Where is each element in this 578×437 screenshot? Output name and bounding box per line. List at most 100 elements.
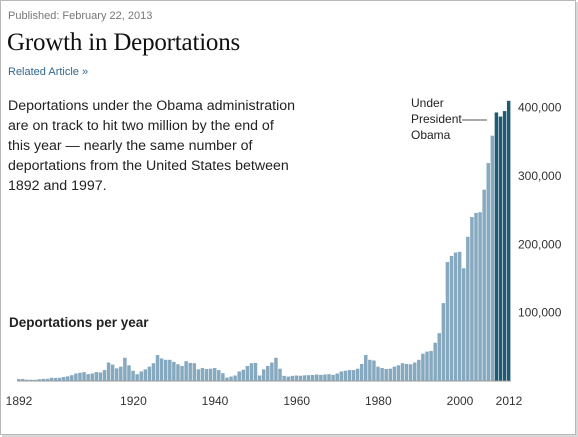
bar-1908 [82, 372, 86, 381]
bar-1982 [384, 369, 388, 381]
bar-1972 [343, 370, 348, 381]
bar-1920 [131, 370, 135, 381]
bar-1970 [335, 373, 339, 381]
bar-1922 [139, 371, 143, 381]
bar-1945 [233, 375, 237, 381]
bar-1973 [347, 370, 352, 381]
bar-2006 [482, 189, 486, 381]
bar-1978 [368, 359, 372, 381]
y-tick-label: 100,000 [518, 306, 562, 320]
bar-1959 [290, 375, 295, 382]
bar-1941 [217, 370, 221, 381]
bar-1915 [110, 364, 115, 381]
bar-1956 [278, 368, 282, 381]
bar-1997 [445, 262, 450, 381]
x-tick-label: 2000 [447, 394, 474, 408]
x-tick-label: 1980 [365, 394, 392, 408]
bar-1994 [433, 342, 437, 381]
bar-1979 [372, 360, 376, 381]
annotation-line-2: President [411, 112, 462, 126]
bar-1951 [257, 375, 262, 381]
bar-1985 [396, 365, 401, 381]
bar-1934 [188, 362, 192, 381]
bar-1923 [143, 369, 148, 381]
bar-1910 [90, 373, 94, 381]
bar-1931 [176, 364, 180, 381]
bar-1907 [78, 372, 82, 381]
x-ticks-group: 1892 1920 1940 1960 1980 2000 2012 [6, 394, 523, 408]
bar-1996 [441, 303, 446, 381]
bar-1962 [302, 375, 307, 381]
x-tick-label: 1920 [120, 394, 147, 408]
bar-1917 [119, 366, 123, 381]
bar-1924 [147, 366, 152, 381]
bar-1921 [135, 374, 139, 381]
bar-1995 [437, 333, 441, 381]
bar-2011 [502, 111, 507, 381]
bar-1897 [37, 379, 41, 381]
bar-1926 [155, 355, 160, 381]
bar-2001 [462, 268, 466, 381]
bar-1998 [449, 255, 454, 381]
bar-1984 [392, 366, 397, 381]
bar-1928 [163, 359, 168, 381]
bar-1983 [388, 368, 392, 381]
bar-1964 [310, 374, 315, 381]
bars-group [17, 100, 511, 382]
related-article-link[interactable]: Related Article » [8, 66, 89, 78]
frame-shadow-bottom [2, 435, 578, 437]
x-tick-label: 1960 [283, 394, 310, 408]
bar-1961 [298, 375, 303, 381]
bar-1906 [74, 373, 78, 381]
bar-1939 [208, 368, 213, 381]
bar-1993 [429, 350, 433, 381]
bar-1898 [41, 378, 45, 381]
bar-1899 [45, 378, 50, 382]
annotation-line-3: Obama [411, 128, 451, 142]
bar-1944 [229, 376, 233, 381]
bar-1992 [425, 351, 429, 381]
bar-1957 [282, 375, 286, 382]
bar-1900 [49, 377, 54, 381]
bar-1948 [245, 365, 250, 381]
bar-1988 [408, 364, 413, 381]
bar-1904 [65, 376, 70, 381]
bar-1991 [421, 353, 425, 381]
x-tick-label: 1892 [6, 394, 33, 408]
bar-1958 [286, 376, 290, 381]
bar-1911 [94, 372, 99, 381]
bar-1963 [306, 375, 311, 381]
bar-1946 [237, 371, 241, 381]
bar-2012 [506, 100, 511, 381]
bar-1989 [413, 362, 417, 381]
bar-2010 [498, 116, 503, 382]
bar-2005 [478, 212, 482, 381]
chart-description: Deportations under the Obama administrat… [8, 98, 296, 194]
bar-1954 [270, 362, 274, 381]
bar-1955 [274, 357, 278, 381]
bar-1902 [57, 377, 62, 381]
y-tick-label: 300,000 [518, 169, 562, 183]
bar-2008 [490, 135, 495, 381]
bar-1953 [266, 365, 270, 381]
bar-1913 [102, 370, 107, 381]
bar-1967 [323, 374, 327, 381]
bar-1935 [192, 363, 197, 381]
y-tick-label: 200,000 [518, 237, 562, 251]
bar-1914 [106, 362, 111, 381]
bar-1925 [151, 363, 156, 381]
bar-1999 [453, 252, 458, 381]
bar-2000 [457, 251, 462, 381]
series-label: Deportations per year [9, 315, 149, 330]
bar-1974 [351, 370, 356, 381]
bar-1986 [400, 363, 405, 381]
bar-1938 [204, 369, 209, 381]
frame-shadow-right [576, 2, 578, 437]
obama-annotation: Under President Obama [411, 95, 462, 143]
bar-1905 [70, 375, 74, 381]
bar-1927 [159, 358, 164, 381]
bar-1916 [114, 368, 119, 381]
bar-1968 [327, 374, 331, 381]
